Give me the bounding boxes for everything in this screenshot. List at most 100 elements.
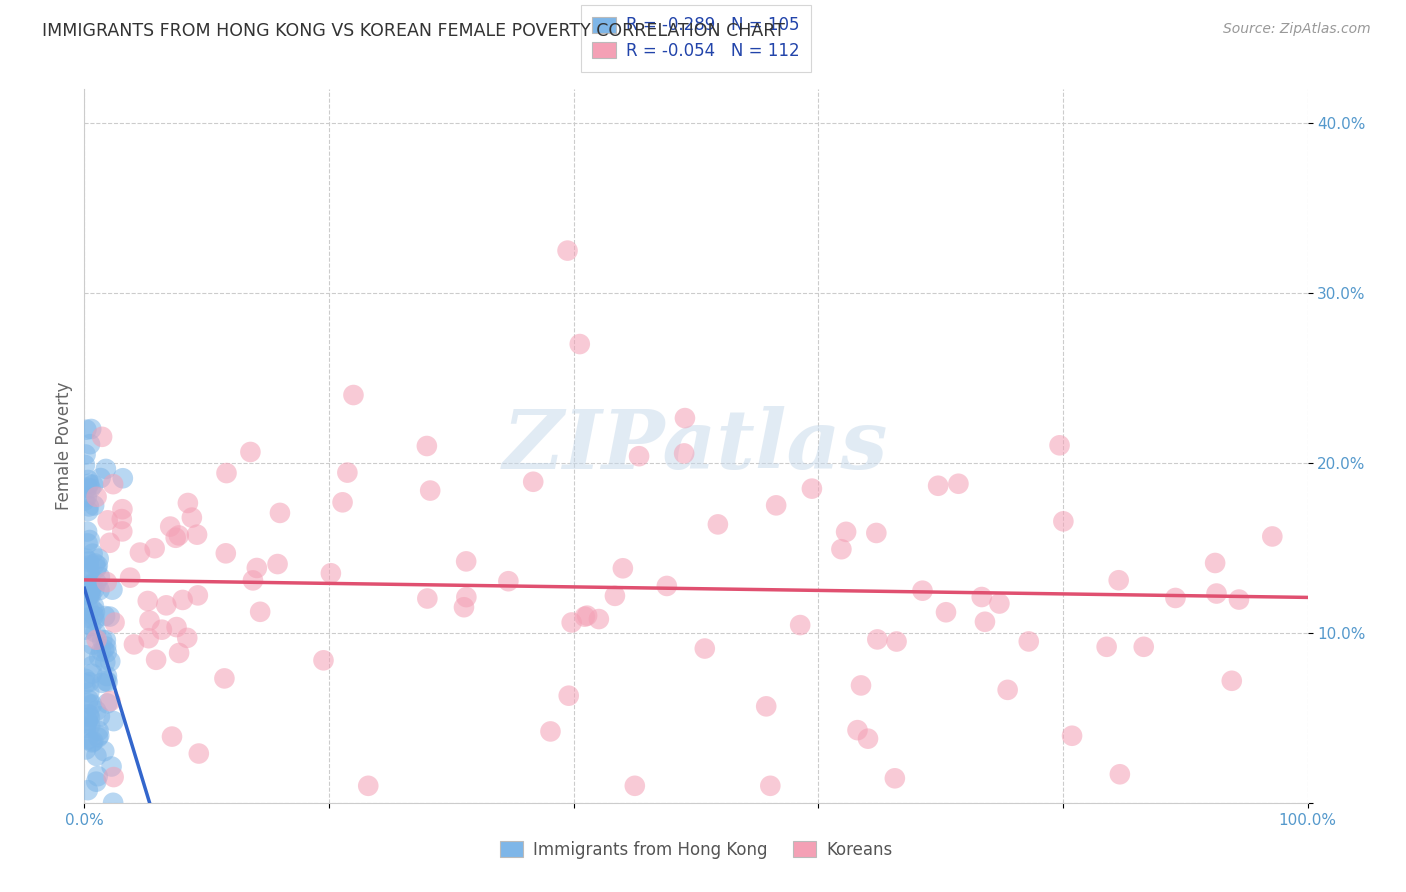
- Point: [76, 490, 98, 504]
- Text: ZIPatlas: ZIPatlas: [503, 406, 889, 486]
- Point: [187, 588, 209, 602]
- Point: [103, 615, 125, 630]
- Point: [155, 599, 177, 613]
- Point: [122, 637, 145, 651]
- Point: [215, 546, 238, 560]
- Point: [75, 551, 97, 566]
- Point: [79, 566, 101, 580]
- Point: [416, 591, 439, 606]
- Point: [1132, 640, 1154, 654]
- Point: [911, 583, 934, 598]
- Point: [1164, 591, 1187, 605]
- Point: [82, 547, 104, 561]
- Point: [86, 769, 108, 783]
- Point: [79, 533, 101, 547]
- Point: [103, 770, 125, 784]
- Point: [86, 632, 108, 647]
- Point: [974, 615, 997, 629]
- Point: [77, 473, 100, 487]
- Point: [755, 699, 778, 714]
- Point: [453, 600, 475, 615]
- Point: [120, 571, 142, 585]
- Point: [138, 631, 160, 645]
- Point: [187, 747, 209, 761]
- Point: [214, 672, 236, 686]
- Point: [160, 730, 183, 744]
- Point: [79, 710, 101, 724]
- Point: [79, 588, 101, 602]
- Point: [830, 542, 852, 557]
- Point: [79, 437, 101, 451]
- Point: [87, 723, 110, 738]
- Point: [561, 615, 583, 630]
- Point: [101, 477, 124, 491]
- Point: [416, 439, 439, 453]
- Point: [1108, 767, 1130, 781]
- Point: [111, 512, 134, 526]
- Point: [86, 748, 108, 763]
- Point: [172, 593, 194, 607]
- Point: [79, 578, 101, 592]
- Point: [136, 594, 159, 608]
- Point: [82, 734, 104, 748]
- Point: [673, 446, 696, 460]
- Point: [456, 590, 478, 604]
- Point: [80, 579, 103, 593]
- Point: [707, 517, 730, 532]
- Point: [948, 476, 970, 491]
- Point: [1220, 673, 1243, 688]
- Point: [883, 772, 905, 786]
- Point: [1108, 573, 1130, 587]
- Point: [96, 645, 118, 659]
- Point: [87, 731, 110, 745]
- Text: Source: ZipAtlas.com: Source: ZipAtlas.com: [1223, 22, 1371, 37]
- Point: [186, 527, 208, 541]
- Point: [1227, 592, 1250, 607]
- Point: [568, 337, 591, 351]
- Point: [215, 466, 238, 480]
- Point: [111, 471, 134, 485]
- Point: [835, 524, 858, 539]
- Point: [342, 388, 364, 402]
- Point: [76, 577, 98, 591]
- Point: [98, 609, 121, 624]
- Point: [846, 723, 869, 738]
- Point: [76, 536, 98, 550]
- Point: [82, 638, 104, 652]
- Point: [79, 719, 101, 733]
- Point: [84, 704, 107, 718]
- Point: [77, 603, 100, 617]
- Point: [94, 674, 117, 689]
- Point: [103, 714, 125, 728]
- Point: [94, 655, 117, 669]
- Point: [82, 735, 104, 749]
- Point: [1261, 529, 1284, 543]
- Point: [84, 605, 107, 619]
- Point: [849, 678, 872, 692]
- Point: [75, 648, 97, 663]
- Point: [80, 698, 103, 712]
- Point: [89, 570, 111, 584]
- Point: [79, 482, 101, 496]
- Point: [159, 519, 181, 533]
- Point: [143, 541, 166, 556]
- Point: [789, 618, 811, 632]
- Point: [624, 779, 647, 793]
- Point: [87, 650, 110, 665]
- Point: [76, 524, 98, 539]
- Point: [93, 744, 115, 758]
- Point: [336, 466, 359, 480]
- Point: [75, 423, 97, 437]
- Point: [83, 613, 105, 627]
- Point: [673, 411, 696, 425]
- Point: [96, 697, 118, 711]
- Point: [76, 696, 98, 710]
- Point: [866, 632, 889, 647]
- Point: [1052, 514, 1074, 528]
- Point: [242, 574, 264, 588]
- Point: [145, 653, 167, 667]
- Point: [266, 557, 288, 571]
- Point: [603, 589, 626, 603]
- Point: [80, 422, 103, 436]
- Point: [77, 555, 100, 569]
